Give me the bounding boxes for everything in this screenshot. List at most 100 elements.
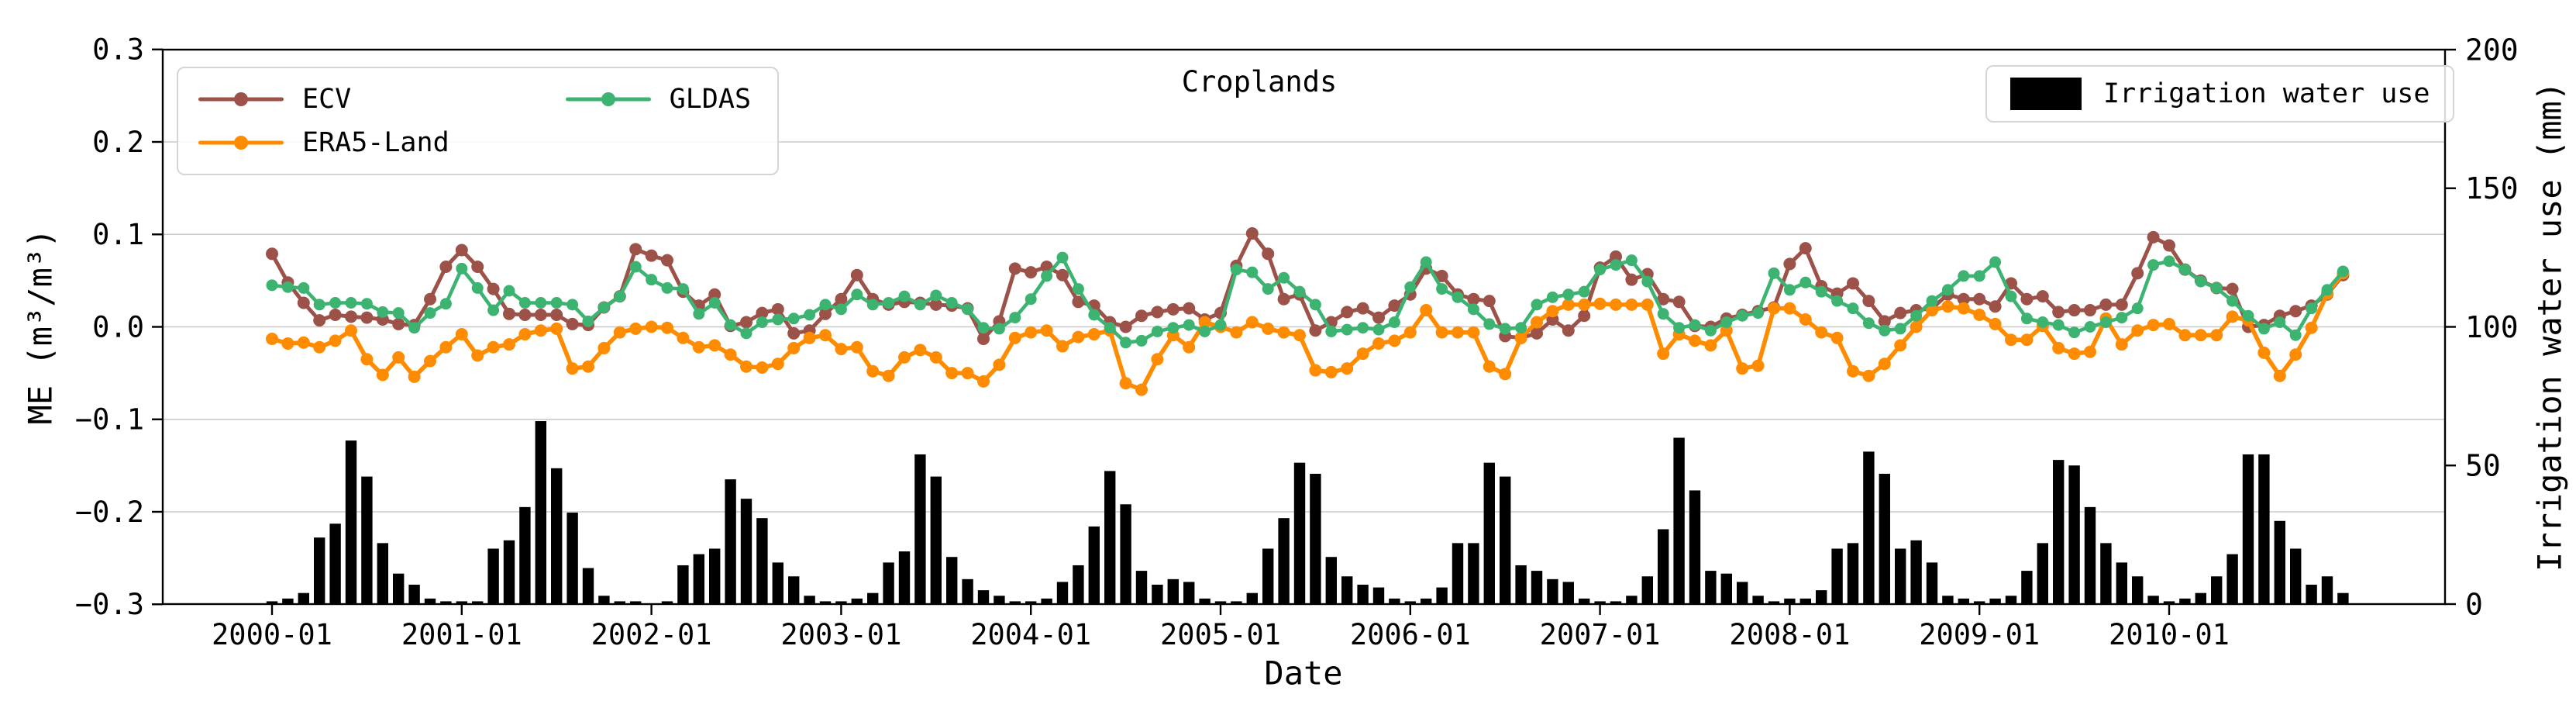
era5-land-marker <box>2084 345 2096 358</box>
gldas-marker <box>1135 334 1148 347</box>
irrigation-bar <box>1262 548 1274 604</box>
era5-land-marker <box>1736 362 1749 375</box>
gldas-marker <box>550 296 563 309</box>
irrigation-bar <box>1404 601 1416 604</box>
x-tick-label: 2002-01 <box>591 618 712 651</box>
ecv-marker <box>2226 282 2239 295</box>
gldas-marker <box>2195 275 2207 288</box>
gldas-marker <box>1689 319 1701 331</box>
right-axis-label: Irrigation water use (mm) <box>2530 81 2569 572</box>
irrigation-bar <box>2084 506 2096 604</box>
irrigation-bar <box>1673 437 1685 604</box>
gldas-marker <box>1372 323 1385 336</box>
irrigation-bar <box>1942 596 1954 604</box>
era5-land-marker <box>1356 347 1369 361</box>
gldas-marker <box>1041 270 1053 282</box>
era5-land-marker <box>850 340 863 354</box>
irrigation-bar <box>1183 582 1195 604</box>
irrigation-bar <box>2258 454 2270 604</box>
ecv-marker <box>1135 309 1148 323</box>
era5-land-marker <box>977 375 990 388</box>
era5-land-marker <box>1056 340 1069 353</box>
era5-land-marker <box>756 361 769 374</box>
gldas-marker <box>1056 251 1069 264</box>
era5-land-marker <box>313 340 326 354</box>
era5-land-marker <box>2020 333 2034 347</box>
irrigation-bar <box>393 573 405 604</box>
irrigation-bar <box>1041 598 1052 604</box>
irrigation-bar <box>1500 476 1511 604</box>
era5-land-marker <box>2178 329 2192 342</box>
irrigation-bar <box>1926 562 1938 604</box>
gldas-marker <box>1388 316 1400 329</box>
era5-land-marker <box>550 322 563 335</box>
era5-land-marker <box>1452 326 1464 339</box>
gldas-marker <box>535 296 547 309</box>
gldas-marker <box>945 296 958 309</box>
gldas-marker <box>1404 281 1417 293</box>
era5-land-series <box>266 267 2350 396</box>
ecv-marker <box>740 316 752 329</box>
era5-land-marker <box>1894 339 1907 352</box>
irrigation-swatch-icon <box>2010 78 2082 110</box>
irrigation-bar <box>1895 548 1906 604</box>
era5-land-marker <box>1372 337 1385 350</box>
gldas-marker <box>2321 284 2333 296</box>
irrigation-bar <box>661 601 673 604</box>
irrigation-bar <box>503 540 515 604</box>
gldas-marker <box>1879 324 1891 337</box>
era5-land-marker <box>1293 329 1306 342</box>
right-tick-label: 150 <box>2465 171 2519 205</box>
gldas-marker <box>281 281 294 293</box>
right-tick-label: 50 <box>2465 449 2501 483</box>
era5-land-marker <box>1324 365 1338 378</box>
era5-land-marker <box>1768 302 1780 315</box>
irrigation-bar <box>1515 565 1527 604</box>
x-tick-label: 2008-01 <box>1729 618 1850 651</box>
ecv-marker <box>471 260 484 273</box>
gldas-marker <box>787 313 800 325</box>
gldas-marker <box>1720 316 1733 329</box>
era5-land-marker <box>1578 298 1591 311</box>
irrigation-bar <box>1752 596 1764 604</box>
irrigation-bar <box>2132 576 2144 604</box>
irrigation-bar <box>804 596 815 604</box>
gldas-marker <box>851 288 863 301</box>
gldas-marker <box>693 308 705 320</box>
era5-land-marker <box>724 348 737 361</box>
irrigation-bar <box>772 562 783 604</box>
x-axis-label: Date <box>1264 654 1343 692</box>
irrigation-bar <box>1579 598 1590 604</box>
irrigation-bar <box>582 568 594 604</box>
ecv-marker <box>756 306 769 319</box>
era5-land-marker <box>1499 368 1512 381</box>
era5-land-marker <box>424 354 436 368</box>
era5-land-marker <box>1720 324 1733 337</box>
gldas-marker <box>1989 256 2002 268</box>
x-tick-label: 2000-01 <box>212 618 332 651</box>
ecv-marker <box>424 292 436 306</box>
era5-land-marker <box>613 326 626 339</box>
ecv-marker <box>1262 247 1275 261</box>
era5-land-marker <box>787 341 801 354</box>
ecv-marker <box>835 292 848 306</box>
ecv-marker <box>1578 309 1591 323</box>
irrigation-bar <box>1863 451 1875 604</box>
irrigation-bar <box>1626 596 1638 604</box>
gldas-marker <box>1531 299 1543 311</box>
irrigation-bar <box>361 476 373 604</box>
irrigation-bar <box>2037 543 2048 604</box>
irrigation-bar <box>1293 462 1306 604</box>
gldas-marker <box>646 274 658 286</box>
irrigation-bar <box>1199 598 1211 604</box>
gldas-marker <box>1230 264 1242 276</box>
irrigation-bar <box>693 554 704 604</box>
left-tick-label: −0.3 <box>75 588 144 621</box>
gldas-marker <box>313 299 325 311</box>
ecv-marker <box>566 317 579 330</box>
irrigation-bar <box>1483 462 1495 604</box>
legend-label-irrigation: Irrigation water use <box>2103 78 2430 109</box>
gldas-marker <box>1546 291 1558 303</box>
irrigation-bar <box>1421 598 1432 604</box>
irrigation-bar <box>883 562 894 604</box>
